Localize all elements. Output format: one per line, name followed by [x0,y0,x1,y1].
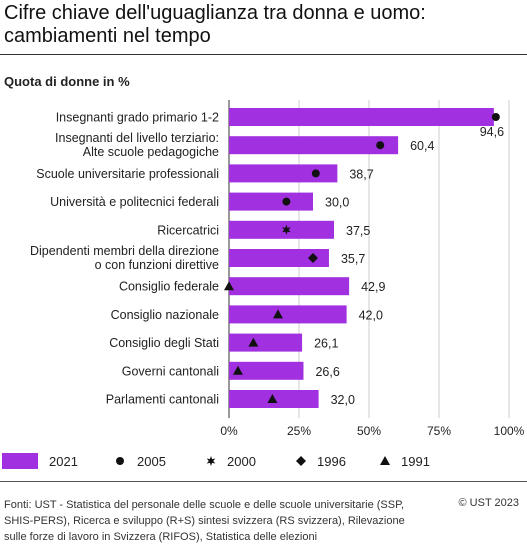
marker-2000 [282,224,291,235]
legend-label: 1996 [317,454,346,469]
category-label: Insegnanti grado primario 1-2 [56,111,219,125]
bar-value-label: 37,5 [346,224,370,238]
legend-marker-2005 [116,457,124,465]
legend-marker-2000 [206,456,216,466]
x-tick-label: 100% [494,424,525,438]
bar-2021 [229,333,303,352]
bar-2021 [229,164,338,183]
source-note: Fonti: UST - Statistica del personale de… [4,499,405,543]
category-label: Insegnanti del livello terziario: Alte sc… [55,131,219,159]
category-label: Consiglio degli Stati [109,336,219,350]
category-label: Scuole universitarie professionali [36,167,219,181]
marker-1991 [267,394,278,403]
x-tick-label: 75% [427,424,451,438]
legend-label: 2005 [137,454,166,469]
x-tick-label: 50% [357,424,381,438]
marker-2005 [282,197,291,206]
legend-marker-1996 [296,456,306,466]
bar-2021 [229,136,399,155]
bar-value-label: 32,0 [331,393,355,407]
title-divider [0,54,527,55]
bar-2021 [229,108,494,126]
bar-2021 [229,305,347,324]
category-label: Consiglio federale [119,280,219,294]
bar-2021 [229,249,329,267]
bar-value-label: 35,7 [341,252,365,266]
marker-1991 [248,337,259,347]
marker-2005 [376,141,385,150]
bar-value-label: 38,7 [349,167,373,181]
bar-2021 [229,192,313,211]
bar-value-label: 42,0 [359,308,383,322]
marker-1996 [308,253,318,263]
bar-2021 [229,220,334,239]
x-tick-label: 0% [220,424,238,438]
category-label: Dipendenti membri della direzione o con f… [30,244,219,272]
marker-1991 [273,309,283,319]
bar-2021 [229,361,304,380]
legend-marker-1991 [380,456,390,465]
category-label: Parlamenti cantonali [106,393,219,407]
bar-value-label: 94,6 [480,125,504,139]
marker-1991 [232,365,243,375]
category-label: Consiglio nazionale [111,308,219,322]
x-tick-label: 25% [287,424,311,438]
legend-label: 1991 [401,454,430,469]
marker-2005 [311,169,320,178]
marker-2005 [491,113,500,121]
legend-label: 2021 [49,454,78,469]
category-label: Ricercatrici [157,223,219,237]
bar-value-label: 26,6 [315,365,339,379]
legend-swatch-2021 [2,453,38,469]
footer-divider [0,481,527,482]
marker-1991 [224,281,234,291]
chart-subtitle: Quota di donne in % [4,74,130,89]
bar-2021 [229,277,350,296]
category-label: Università e politecnici federali [50,195,219,209]
bar-value-label: 26,1 [314,337,338,351]
bar-value-label: 60,4 [410,139,434,153]
bar-value-label: 42,9 [361,280,385,294]
category-label: Governi cantonali [122,364,219,378]
chart-title: Cifre chiave dell'uguaglianza tra donna … [4,2,426,47]
legend-label: 2000 [227,454,256,469]
copyright-note: © UST 2023 [458,497,520,509]
bar-value-label: 30,0 [325,196,349,210]
